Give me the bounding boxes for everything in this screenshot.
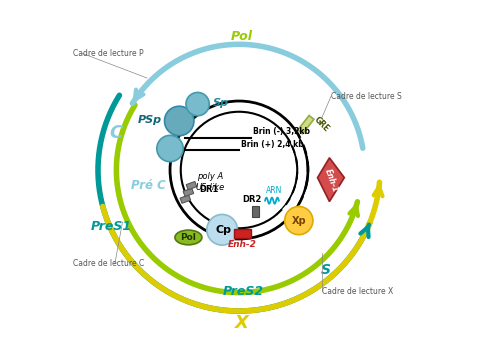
Text: U5-like: U5-like bbox=[195, 183, 225, 192]
Text: PreS2: PreS2 bbox=[223, 285, 264, 298]
Text: Cadre de lecture S: Cadre de lecture S bbox=[331, 92, 402, 101]
Text: Brin (+) 2,4 kb: Brin (+) 2,4 kb bbox=[240, 139, 303, 149]
Text: Enh-2: Enh-2 bbox=[228, 240, 257, 249]
Text: X: X bbox=[235, 314, 249, 332]
Polygon shape bbox=[317, 158, 344, 202]
Text: poly A: poly A bbox=[197, 172, 223, 181]
Polygon shape bbox=[180, 195, 191, 203]
Text: PSp: PSp bbox=[137, 115, 162, 125]
Circle shape bbox=[207, 215, 238, 245]
Text: Cp: Cp bbox=[216, 225, 232, 235]
Polygon shape bbox=[186, 182, 197, 190]
Circle shape bbox=[157, 135, 183, 162]
Circle shape bbox=[164, 106, 194, 136]
Polygon shape bbox=[183, 188, 194, 197]
Text: Cadre de lecture P: Cadre de lecture P bbox=[74, 49, 144, 58]
Bar bbox=[252, 206, 259, 217]
Text: Pré C: Pré C bbox=[131, 179, 166, 192]
Text: Brin (-) 3,2kb: Brin (-) 3,2kb bbox=[253, 127, 310, 136]
Text: C: C bbox=[110, 124, 123, 142]
Text: Xp: Xp bbox=[292, 216, 306, 225]
Text: Enh-1: Enh-1 bbox=[323, 168, 339, 194]
Circle shape bbox=[285, 206, 313, 235]
Text: Pol: Pol bbox=[181, 233, 196, 242]
Ellipse shape bbox=[175, 230, 202, 245]
Text: PreS1: PreS1 bbox=[91, 220, 132, 233]
Circle shape bbox=[186, 92, 209, 116]
Text: Pol: Pol bbox=[231, 30, 253, 43]
Text: Cadre de lecture X: Cadre de lecture X bbox=[322, 287, 393, 295]
Text: DR1: DR1 bbox=[199, 185, 218, 194]
Text: DR2: DR2 bbox=[242, 195, 262, 204]
Text: GRE: GRE bbox=[313, 115, 331, 134]
Text: ARN: ARN bbox=[266, 186, 282, 196]
Text: Cadre de lecture C: Cadre de lecture C bbox=[74, 259, 145, 268]
Text: S: S bbox=[321, 264, 331, 277]
Text: Sp: Sp bbox=[213, 98, 229, 107]
Bar bbox=[234, 229, 251, 238]
Polygon shape bbox=[298, 116, 314, 134]
